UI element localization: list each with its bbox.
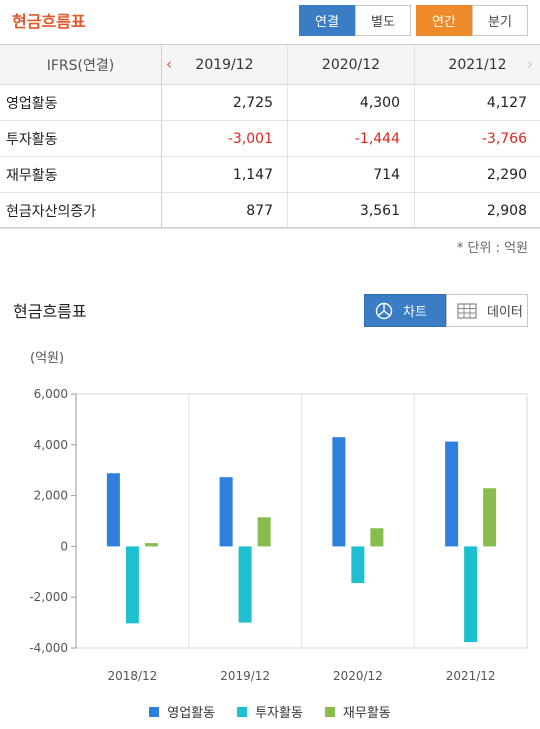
data-view-label: 데이터 (487, 305, 523, 320)
chart-view-label: 차트 (403, 305, 427, 320)
bar-재무활동 (483, 488, 497, 547)
separate-button[interactable]: 별도 (355, 5, 411, 36)
table-cell: -1,444 (288, 121, 415, 156)
table-cell: 2,908 (486, 202, 527, 219)
bar-영업활동 (106, 473, 120, 547)
top-bar: 현금흐름표 연결 별도 연간 분기 (0, 0, 540, 44)
x-tick-label: 2020/12 (333, 669, 383, 683)
table-divider (0, 227, 540, 228)
period-header: 2019/12 (162, 45, 288, 84)
x-tick-label: 2018/12 (107, 669, 157, 683)
period-header: 2020/12 (288, 45, 415, 84)
table-row: 현금자산의증가 877 3,561 2,908 (0, 193, 540, 229)
table-cell: -3,001 (162, 121, 288, 156)
legend-label: 영업활동 (167, 706, 216, 721)
row-label: 투자활동 (0, 121, 162, 156)
ifrs-standard-label: IFRS(연결) (0, 45, 162, 84)
bar-영업활동 (445, 441, 459, 547)
legend-swatch (237, 706, 248, 717)
row-label: 재무활동 (0, 157, 162, 192)
table-cell: 877 (162, 193, 288, 228)
table-cell: 4,127 (486, 94, 527, 111)
consolidated-button[interactable]: 연결 (299, 5, 355, 36)
table-row: 투자활동 -3,001 -1,444 -3,766 (0, 121, 540, 157)
bar-투자활동 (351, 546, 365, 584)
page-title: 현금흐름표 (12, 12, 86, 31)
chart-view-button[interactable]: 차트 (364, 294, 446, 327)
next-period-arrow-icon[interactable]: › (527, 55, 533, 73)
table-row: 재무활동 1,147 714 2,290 (0, 157, 540, 193)
table-cell: -3,766 (481, 130, 527, 147)
legend-swatch (149, 706, 160, 717)
table-grid-icon (457, 302, 477, 319)
bar-재무활동 (257, 517, 271, 547)
data-view-button[interactable]: 데이터 (446, 294, 528, 327)
row-label: 영업활동 (0, 85, 162, 120)
prev-period-arrow-icon[interactable]: ‹ (166, 55, 172, 73)
y-tick-label: -2,000 (29, 590, 68, 604)
bar-투자활동 (238, 546, 252, 623)
y-tick-label: 6,000 (34, 387, 68, 401)
bar-투자활동 (125, 546, 139, 624)
table-cell: 2,725 (162, 85, 288, 120)
bar-투자활동 (464, 546, 478, 643)
legend-item[interactable]: 투자활동 (237, 702, 303, 721)
bar-재무활동 (370, 528, 384, 547)
table-header-row: IFRS(연결) 2019/12 2020/12 2021/12 ‹ › (0, 45, 540, 85)
table-cell: 1,147 (162, 157, 288, 192)
unit-note: * 단위 : 억원 (456, 241, 528, 256)
x-tick-label: 2021/12 (446, 669, 496, 683)
annual-button[interactable]: 연간 (416, 5, 472, 36)
table-cell: 714 (288, 157, 415, 192)
x-tick-label: 2019/12 (220, 669, 270, 683)
table-row: 영업활동 2,725 4,300 4,127 (0, 85, 540, 121)
period-header: 2021/12 (448, 56, 507, 73)
table-cell: 4,300 (288, 85, 415, 120)
legend-label: 투자활동 (255, 706, 303, 721)
bar-재무활동 (144, 543, 158, 547)
row-label: 현금자산의증가 (0, 193, 162, 228)
y-tick-label: 4,000 (34, 438, 68, 452)
legend-item[interactable]: 재무활동 (324, 702, 391, 721)
y-tick-label: -4,000 (29, 641, 68, 655)
legend-swatch (324, 706, 335, 717)
table-cell: 2,290 (486, 166, 527, 183)
cashflow-bar-chart: 6,000 4,000 2,000 0 -2,000 -4,000 2018/12 2019/… (29, 387, 528, 683)
bar-영업활동 (219, 477, 233, 547)
chart-section-title: 현금흐름표 (13, 302, 87, 321)
y-tick-label: 0 (60, 539, 68, 553)
y-axis-unit-label: (억원) (30, 351, 65, 366)
bar-영업활동 (332, 437, 346, 547)
y-tick-label: 2,000 (34, 489, 68, 503)
legend-item[interactable]: 영업활동 (149, 702, 215, 721)
pie-chart-icon (375, 302, 393, 320)
cashflow-table: IFRS(연결) 2019/12 2020/12 2021/12 ‹ › 영업활… (0, 44, 540, 229)
table-cell: 3,561 (288, 193, 415, 228)
legend-label: 재무활동 (342, 706, 391, 721)
quarterly-button[interactable]: 분기 (472, 5, 528, 36)
chart-legend: 영업활동 투자활동 재무활동 (0, 702, 540, 721)
